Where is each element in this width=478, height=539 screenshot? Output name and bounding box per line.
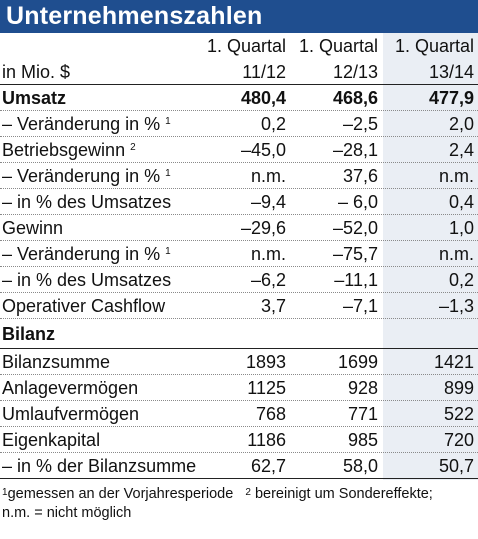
cell-value: 1421	[433, 352, 474, 372]
cell-value: 522	[443, 404, 474, 424]
cell-value: –52,0	[332, 218, 378, 238]
footnote-marker: 1	[165, 246, 171, 257]
row-label: Gewinn	[2, 218, 64, 238]
cell-value: 3,7	[260, 296, 286, 316]
table-row: Bilanzsumme 1893 1699 1421	[0, 349, 478, 375]
header-row-quarter: 1. Quartal 1. Quartal 1. Quartal	[0, 33, 478, 59]
title-bar: Unternehmenszahlen	[0, 0, 478, 33]
footnote-marker: 2	[130, 142, 136, 153]
cell-value: 62,7	[250, 456, 286, 476]
cell-value: 720	[443, 430, 474, 450]
footnote-marker: 1	[165, 168, 171, 179]
cell-value: –45,0	[240, 140, 286, 160]
cell-value: n.m.	[250, 166, 286, 186]
row-label: Umsatz	[2, 88, 67, 108]
cell-value: 1125	[247, 378, 286, 398]
row-label: – Veränderung in % 1	[2, 244, 171, 264]
table-row: – in % des Umsatzes –6,2 –11,1 0,2	[0, 267, 478, 293]
cell-value: 1,0	[448, 218, 474, 238]
cell-value: 0,2	[448, 270, 474, 290]
cell-value: 468,6	[332, 88, 378, 108]
footnote-line-2: n.m. = nicht möglich	[2, 505, 132, 521]
cell-value: –75,7	[332, 244, 378, 264]
cell-value: 1186	[247, 430, 286, 450]
footnote-marker: 1	[165, 116, 171, 127]
row-label: – in % der Bilanzsumme	[2, 456, 197, 476]
row-label: Betriebsgewinn 2	[2, 140, 136, 160]
cell-value: 477,9	[428, 88, 474, 108]
cell-value: 1893	[245, 352, 286, 372]
cell-value: 0,2	[260, 114, 286, 134]
row-label: Umlaufvermögen	[2, 404, 140, 424]
figures-table: 1. Quartal 1. Quartal 1. Quartal in Mio.…	[0, 33, 478, 479]
unit-label: in Mio. $	[2, 62, 71, 82]
cell-value: –6,2	[250, 270, 286, 290]
footnote-marker: 2	[245, 487, 251, 498]
table-row: Betriebsgewinn 2 –45,0 –28,1 2,4	[0, 137, 478, 163]
cell-value: –1,3	[438, 296, 474, 316]
footnotes: 1gemessen an der Vorjahresperiode 2 bere…	[2, 485, 476, 523]
cell-value: 985	[347, 430, 378, 450]
cell-value: n.m.	[438, 244, 474, 264]
column-1-period: 1. Quartal	[206, 36, 286, 56]
cell-value: –7,1	[342, 296, 378, 316]
table-row: Gewinn –29,6 –52,0 1,0	[0, 215, 478, 241]
cell-value: 37,6	[342, 166, 378, 186]
row-label: Bilanzsumme	[2, 352, 111, 372]
cell-value: 2,0	[448, 114, 474, 134]
table-row: – in % des Umsatzes –9,4 – 6,0 0,4	[0, 189, 478, 215]
row-label: – in % des Umsatzes	[2, 270, 172, 290]
cell-value: –28,1	[332, 140, 378, 160]
cell-value: 480,4	[240, 88, 286, 108]
cell-value: 58,0	[342, 456, 378, 476]
row-label: – Veränderung in % 1	[2, 114, 171, 134]
section-header-bilanz: Bilanz	[0, 319, 478, 349]
row-label: Operativer Cashflow	[2, 296, 166, 316]
section-title: Bilanz	[2, 324, 56, 344]
highlight-column	[383, 33, 478, 480]
cell-value: n.m.	[438, 166, 474, 186]
table-row: Operativer Cashflow 3,7 –7,1 –1,3	[0, 293, 478, 319]
cell-value: 50,7	[438, 456, 474, 476]
row-label: – in % des Umsatzes	[2, 192, 172, 212]
cell-value: 0,4	[448, 192, 474, 212]
cell-value: n.m.	[250, 244, 286, 264]
cell-value: –11,1	[334, 270, 378, 290]
table-row: – in % der Bilanzsumme 62,7 58,0 50,7	[0, 453, 478, 479]
row-label: Anlagevermögen	[2, 378, 139, 398]
cell-value: – 6,0	[337, 192, 378, 212]
footnote-marker: 1	[2, 487, 8, 498]
column-3-period: 1. Quartal	[394, 36, 474, 56]
cell-value: –29,6	[240, 218, 286, 238]
cell-value: 899	[443, 378, 474, 398]
row-label: Eigenkapital	[2, 430, 101, 450]
footnote-text: bereinigt um Sondereffekte;	[254, 486, 433, 502]
cell-value: 928	[347, 378, 378, 398]
cell-value: –2,5	[342, 114, 378, 134]
header-row-year: in Mio. $ 11/12 12/13 13/14	[0, 59, 478, 85]
row-label: – Veränderung in % 1	[2, 166, 171, 186]
cell-value: 771	[347, 404, 378, 424]
column-2-period: 1. Quartal	[298, 36, 378, 56]
cell-value: 1699	[337, 352, 378, 372]
column-2-year: 12/13	[332, 62, 378, 82]
table-row: – Veränderung in % 1 n.m. –75,7 n.m.	[0, 241, 478, 267]
cell-value: 2,4	[448, 140, 474, 160]
table-row: Anlagevermögen 1125 928 899	[0, 375, 478, 401]
table-row: – Veränderung in % 1 0,2 –2,5 2,0	[0, 111, 478, 137]
table-row: Eigenkapital 1186 985 720	[0, 427, 478, 453]
cell-value: –9,4	[250, 192, 286, 212]
table-row: – Veränderung in % 1 n.m. 37,6 n.m.	[0, 163, 478, 189]
cell-value: 768	[255, 404, 286, 424]
footnote-text: gemessen an der Vorjahresperiode	[7, 486, 234, 502]
table-row: Umsatz 480,4 468,6 477,9	[0, 85, 478, 111]
column-3-year: 13/14	[428, 62, 474, 82]
table-row: Umlaufvermögen 768 771 522	[0, 401, 478, 427]
footnote-line-1: 1gemessen an der Vorjahresperiode 2 bere…	[2, 485, 476, 504]
column-1-year: 11/12	[242, 62, 286, 82]
page-title: Unternehmenszahlen	[6, 2, 263, 30]
